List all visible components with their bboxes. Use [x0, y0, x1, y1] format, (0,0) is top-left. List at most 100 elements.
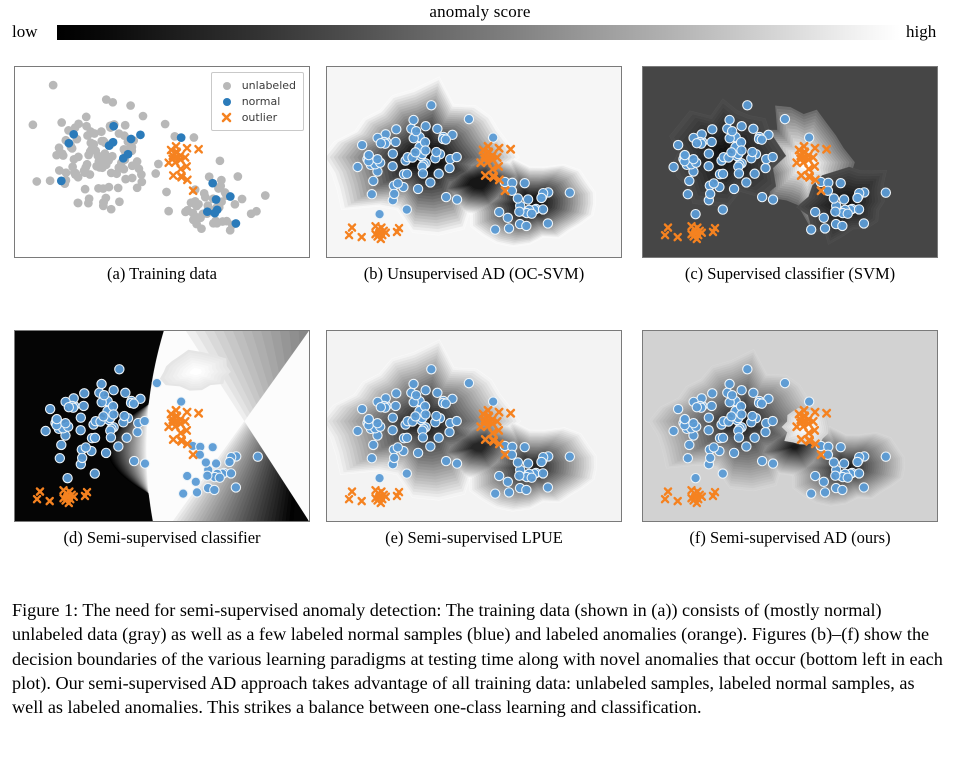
outlier-marker [484, 412, 494, 422]
data-point [410, 389, 422, 401]
data-point [514, 206, 525, 217]
outlier-marker [494, 143, 504, 153]
outlier-marker [673, 232, 682, 242]
data-point [748, 123, 759, 135]
data-point [493, 206, 505, 218]
data-point [410, 411, 421, 422]
data-point [410, 147, 421, 158]
panel-b-contour-svg [327, 67, 621, 257]
data-point [432, 123, 443, 135]
data-point [44, 403, 56, 415]
data-point [736, 409, 747, 420]
novel-anomaly-points [344, 221, 404, 244]
panel-f-plot [642, 330, 938, 522]
data-point [506, 449, 518, 460]
data-point [151, 169, 161, 178]
data-point [207, 441, 218, 453]
data-point [63, 402, 75, 413]
data-point [756, 455, 768, 467]
data-point [390, 136, 401, 148]
data-point [819, 223, 831, 234]
data-point [748, 387, 759, 399]
outlier-marker [177, 172, 186, 182]
data-point [514, 470, 525, 481]
outlier-marker [480, 170, 490, 180]
data-point [672, 403, 684, 415]
data-point [127, 142, 137, 152]
data-point [526, 208, 537, 219]
data-point [108, 409, 119, 420]
data-point [89, 468, 101, 479]
novel-anomaly-points [344, 485, 404, 508]
data-point [691, 138, 703, 149]
outlier-marker [494, 439, 504, 449]
data-point [69, 129, 79, 139]
data-point [880, 187, 892, 198]
data-point [126, 101, 135, 110]
data-point [420, 409, 431, 420]
data-point [728, 447, 740, 459]
data-point [374, 208, 385, 220]
data-point [679, 413, 691, 425]
data-point [136, 130, 145, 140]
outlier-marker [500, 186, 510, 196]
data-point [137, 177, 147, 187]
panel-c-caption: (c) Supervised classifier (SVM) [684, 264, 896, 283]
data-point [54, 166, 64, 175]
outlier-points [164, 405, 204, 460]
data-point [521, 220, 532, 232]
outlier-marker [182, 162, 192, 171]
data-point [512, 457, 524, 468]
data-point [368, 175, 379, 187]
data-point [837, 484, 848, 496]
data-point [199, 189, 209, 198]
data-point [105, 432, 117, 443]
data-point [749, 168, 760, 179]
data-point [401, 468, 413, 479]
data-point [237, 194, 247, 204]
data-point [417, 168, 429, 179]
data-point [767, 151, 778, 163]
data-point [451, 415, 462, 427]
data-point [503, 223, 515, 234]
data-point [756, 398, 768, 409]
outlier-marker [180, 153, 190, 162]
outlier-marker [800, 412, 810, 422]
data-point [374, 472, 385, 484]
data-point [704, 188, 716, 200]
outlier-marker [376, 498, 386, 508]
legend-item-unlabeled: unlabeled [217, 78, 296, 93]
outlier-marker [692, 498, 702, 508]
data-point [98, 201, 108, 211]
data-point [425, 177, 436, 188]
outlier-marker [792, 158, 802, 168]
data-point [542, 482, 554, 493]
data-point [819, 487, 831, 498]
outlier-marker [492, 152, 502, 162]
panel-f-caption: (f) Semi-supervised AD (ours) [689, 528, 891, 547]
data-point [444, 426, 455, 438]
outlier-marker [816, 450, 826, 460]
data-point [89, 432, 101, 444]
data-point [97, 163, 107, 173]
data-point [684, 175, 695, 187]
data-point [215, 156, 225, 166]
data-point [190, 476, 202, 488]
data-point [401, 432, 413, 444]
outlier-marker [394, 223, 404, 233]
data-point [842, 472, 853, 483]
data-point [803, 132, 815, 143]
data-point [139, 458, 151, 469]
data-point [767, 415, 778, 427]
data-point [48, 80, 58, 90]
data-point [858, 482, 870, 493]
outlier-marker [376, 234, 386, 244]
outlier-marker [357, 232, 366, 242]
novel-anomaly-points [32, 485, 92, 508]
outlier-marker [810, 175, 820, 185]
data-point [387, 425, 398, 436]
data-point [210, 208, 220, 218]
data-point [154, 159, 163, 169]
data-point [489, 488, 501, 499]
data-point [726, 147, 737, 158]
